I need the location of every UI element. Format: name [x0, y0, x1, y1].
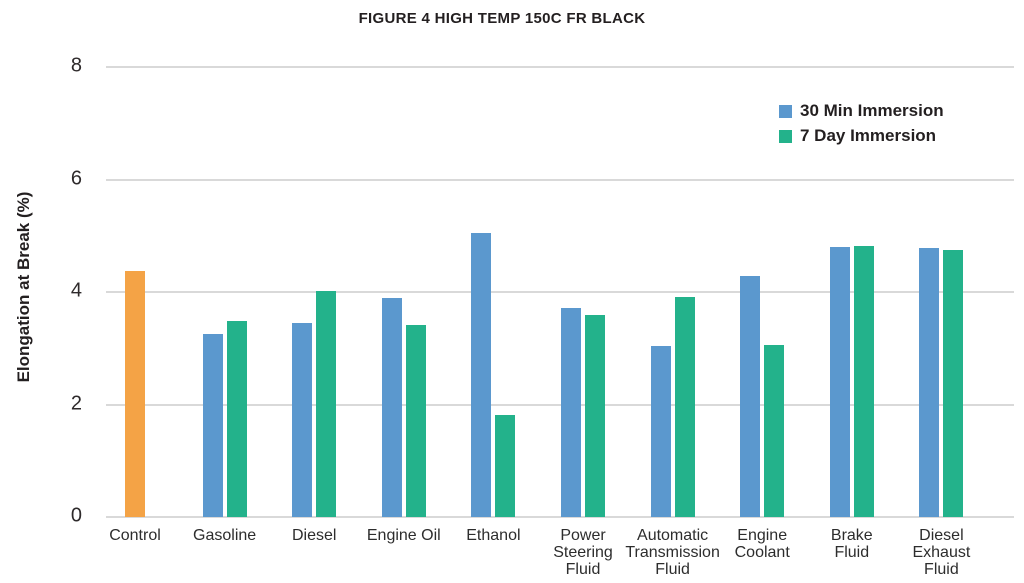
x-axis-label-diesel-exhaust-fluid: Diesel Exhaust Fluid	[912, 527, 971, 578]
gridline-y-0	[106, 516, 1014, 518]
bar-30-min-gasoline	[202, 334, 223, 517]
bar-30-min-engine-coolant	[740, 276, 761, 517]
y-tick-label-0: 0	[70, 504, 82, 527]
legend-label-7-day: 7 Day Immersion	[800, 126, 937, 145]
y-tick-label-2: 2	[70, 391, 82, 414]
bar-30-min-diesel-exhaust-fluid	[919, 247, 940, 517]
legend-item-7-day-immersion: 7 Day Immersion	[779, 126, 944, 146]
y-tick-label-4: 4	[70, 279, 82, 302]
gridline-y-2	[106, 403, 1014, 406]
x-axis-label-power-steering-fluid: Power Steering Fluid	[553, 527, 613, 578]
bar-30-min-diesel	[292, 322, 313, 517]
bar-7-day-engine-oil	[405, 325, 426, 517]
x-axis-label-automatic-transmission-fluid: Automatic Transmission Fluid	[625, 527, 720, 578]
bar-7-day-diesel-exhaust-fluid	[943, 250, 964, 517]
x-axis-label-engine-coolant: Engine Coolant	[734, 527, 790, 561]
legend-item-30-min-immersion: 30 Min Immersion	[779, 101, 944, 121]
bar-7-day-automatic-transmission-fluid	[674, 296, 695, 517]
x-axis-label-brake-fluid: Brake Fluid	[830, 527, 873, 561]
y-tick-label-6: 6	[70, 166, 82, 189]
gridline-y-4	[106, 291, 1014, 293]
y-tick-label-8: 8	[70, 54, 82, 77]
bar-7-day-diesel	[316, 290, 337, 517]
bar-7-day-engine-coolant	[764, 344, 785, 517]
bar-30-min-brake-fluid	[829, 247, 850, 517]
x-axis-label-gasoline: Gasoline	[193, 527, 257, 544]
bar-7-day-ethanol	[495, 414, 516, 517]
bar-30-min-power-steering-fluid	[561, 307, 581, 517]
bar-30-min-automatic-transmission-fluid	[650, 346, 671, 517]
gridline-y-8	[106, 66, 1014, 68]
x-axis-label-ethanol: Ethanol	[466, 527, 521, 544]
legend: 30 Min Immersion 7 Day Immersion	[779, 101, 944, 151]
bar-control	[125, 270, 145, 517]
x-axis-label-diesel: Diesel	[291, 527, 337, 544]
bar-30-min-ethanol	[471, 232, 492, 517]
chart-title: FIGURE 4 HIGH TEMP 150C FR BLACK	[358, 10, 646, 27]
bar-30-min-engine-oil	[381, 297, 402, 517]
gridline-y-6	[106, 178, 1014, 181]
bar-7-day-brake-fluid	[853, 245, 874, 517]
bar-7-day-power-steering-fluid	[585, 314, 605, 517]
x-axis-label-control: Control	[109, 527, 161, 544]
legend-swatch-30-min-icon	[779, 104, 792, 118]
x-axis-label-engine-oil: Engine Oil	[366, 527, 441, 544]
legend-swatch-7-day-icon	[779, 129, 792, 143]
bar-7-day-gasoline	[226, 321, 247, 517]
legend-label-30-min: 30 Min Immersion	[800, 101, 944, 120]
